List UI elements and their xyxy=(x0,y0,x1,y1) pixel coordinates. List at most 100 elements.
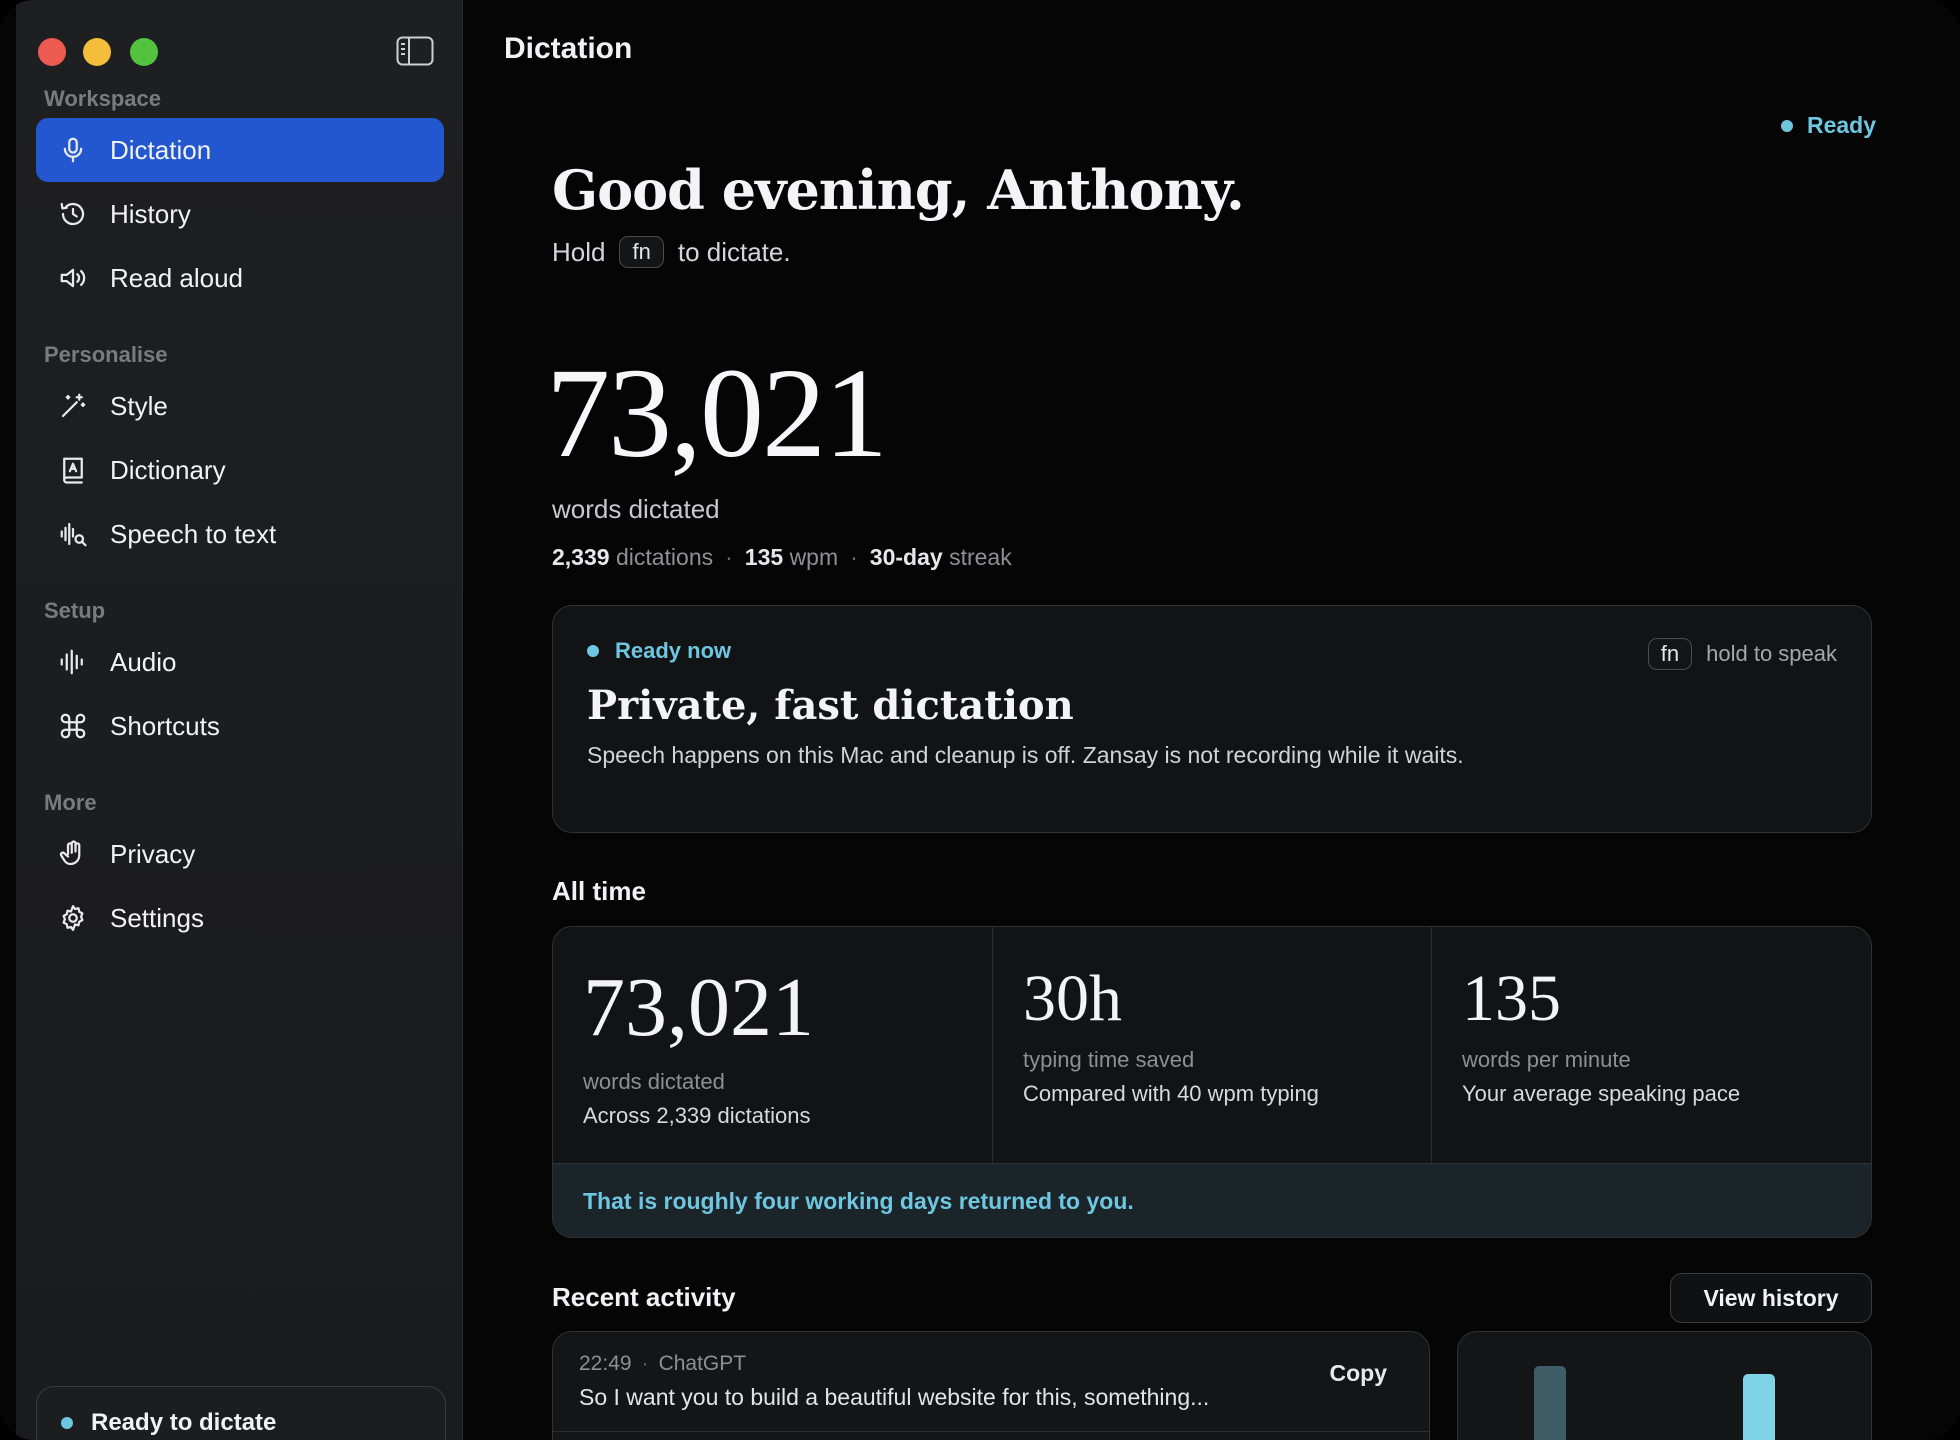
activity-list: 22:49 · ChatGPT So I want you to build a b… xyxy=(552,1331,1430,1440)
stat-value: 73,021 xyxy=(583,961,814,1054)
sidebar-item-history[interactable]: History xyxy=(36,182,444,246)
command-icon xyxy=(56,709,90,743)
close-window-button[interactable] xyxy=(38,38,66,66)
sidebar-item-label: Speech to text xyxy=(110,518,277,549)
speaker-icon xyxy=(56,261,90,295)
dictionary-icon xyxy=(56,453,90,487)
sidebar-item-privacy[interactable]: Privacy xyxy=(36,822,444,886)
wpm-value: 135 xyxy=(744,544,784,570)
sidebar-item-label: Dictation xyxy=(110,134,212,165)
hold-to-speak-hint: fn hold to speak xyxy=(1647,638,1837,670)
ready-card-title: Private, fast dictation xyxy=(587,682,1074,729)
stat-label: words dictated xyxy=(583,1069,725,1094)
section-label-personalise: Personalise xyxy=(44,342,168,367)
chart-bar xyxy=(1743,1374,1775,1440)
main-content: Dictation Ready Good evening, Anthony. H… xyxy=(464,0,1960,1440)
activity-chart xyxy=(1534,1366,1775,1440)
magic-wand-icon xyxy=(56,389,90,423)
stat-label: typing time saved xyxy=(1023,1047,1195,1072)
stat-time-saved: 30h typing time saved Compared with 40 w… xyxy=(992,927,1431,1163)
hold-suffix: to dictate. xyxy=(677,236,791,267)
status-dot xyxy=(61,1417,73,1429)
wpm-label: wpm xyxy=(789,544,839,570)
stats-footer: That is roughly four working days return… xyxy=(553,1163,1871,1237)
activity-meta: 22:49 · ChatGPT xyxy=(579,1352,747,1375)
status-text: Ready xyxy=(1806,112,1876,138)
sidebar-item-label: Shortcuts xyxy=(110,710,220,741)
stat-wpm: 135 words per minute Your average speaki… xyxy=(1431,927,1871,1163)
ready-now-text: Ready now xyxy=(615,638,732,663)
sidebar-item-dictation[interactable]: Dictation xyxy=(36,118,444,182)
waveform-icon xyxy=(56,645,90,679)
ready-card-description: Speech happens on this Mac and cleanup i… xyxy=(587,742,1464,768)
sidebar-item-label: Settings xyxy=(110,902,204,933)
sidebar-item-settings[interactable]: Settings xyxy=(36,886,444,950)
stat-label: words per minute xyxy=(1462,1047,1631,1072)
stat-value: 135 xyxy=(1462,962,1561,1035)
fn-key: fn xyxy=(1647,638,1693,670)
activity-text: So I want you to build a beautiful websi… xyxy=(579,1384,1210,1410)
sidebar-item-dictionary[interactable]: Dictionary xyxy=(36,438,444,502)
all-time-heading: All time xyxy=(552,876,646,906)
streak-label: streak xyxy=(949,544,1012,570)
stat-subtext: Across 2,339 dictations xyxy=(583,1103,811,1128)
sidebar-item-label: History xyxy=(110,198,191,229)
sidebar-toggle-icon[interactable] xyxy=(396,36,434,66)
sidebar-item-read-aloud[interactable]: Read aloud xyxy=(36,246,444,310)
history-icon xyxy=(56,197,90,231)
ready-now-badge: Ready now xyxy=(587,638,731,664)
hold-instruction: Hold fn to dictate. xyxy=(552,236,791,268)
sidebar-status: Ready to dictate xyxy=(36,1386,446,1440)
total-words-number: 73,021 xyxy=(546,342,888,484)
stat-subtext: Compared with 40 wpm typing xyxy=(1023,1081,1319,1106)
dictations-label: dictations xyxy=(615,544,714,570)
zoom-window-button[interactable] xyxy=(130,38,158,66)
hint-text: hold to speak xyxy=(1706,641,1837,666)
summary-stats: 2,339 dictations · 135 wpm · 30-day streak xyxy=(552,544,1012,570)
streak-value: 30-day xyxy=(869,544,943,570)
sidebar-item-audio[interactable]: Audio xyxy=(36,630,444,694)
all-time-stats-card: 73,021 words dictated Across 2,339 dicta… xyxy=(552,926,1872,1238)
activity-chart-card xyxy=(1457,1331,1872,1440)
ready-card: Ready now Private, fast dictation Speech… xyxy=(552,605,1872,833)
microphone-icon xyxy=(56,133,90,167)
sidebar-item-label: Audio xyxy=(110,646,177,677)
page-title: Dictation xyxy=(504,32,633,65)
stat-value: 30h xyxy=(1023,962,1122,1035)
chart-bar xyxy=(1534,1366,1566,1440)
section-label-setup: Setup xyxy=(44,598,106,623)
hold-prefix: Hold xyxy=(552,236,606,267)
gear-icon xyxy=(56,901,90,935)
sidebar-item-label: Style xyxy=(110,390,168,421)
sidebar-item-style[interactable]: Style xyxy=(36,374,444,438)
status-badge: Ready xyxy=(1780,112,1876,139)
section-label-workspace: Workspace xyxy=(44,86,161,111)
waveform-search-icon xyxy=(56,517,90,551)
stats-footer-text: That is roughly four working days return… xyxy=(583,1188,1134,1214)
sidebar-item-label: Read aloud xyxy=(110,262,243,293)
sidebar-status-text: Ready to dictate xyxy=(91,1409,277,1436)
sidebar-item-speech-to-text[interactable]: Speech to text xyxy=(36,502,444,566)
dictations-count: 2,339 xyxy=(552,544,610,570)
stat-subtext: Your average speaking pace xyxy=(1462,1081,1741,1106)
total-words-label: words dictated xyxy=(552,494,720,524)
hand-icon xyxy=(56,837,90,871)
activity-app: ChatGPT xyxy=(658,1352,747,1375)
stat-words: 73,021 words dictated Across 2,339 dicta… xyxy=(553,927,991,1163)
status-dot xyxy=(1780,119,1793,132)
sidebar: Workspace Dictation History Read aloud P… xyxy=(16,0,463,1440)
status-dot xyxy=(587,645,599,657)
greeting: Good evening, Anthony. xyxy=(552,158,1245,222)
section-label-more: More xyxy=(44,790,97,815)
recent-activity-heading: Recent activity xyxy=(552,1282,736,1312)
copy-button[interactable]: Copy xyxy=(1329,1360,1388,1386)
sidebar-item-label: Dictionary xyxy=(110,454,226,485)
divider xyxy=(553,1431,1429,1432)
minimize-window-button[interactable] xyxy=(83,38,111,66)
activity-time: 22:49 xyxy=(579,1352,632,1375)
sidebar-item-label: Privacy xyxy=(110,838,196,869)
view-history-button[interactable]: View history xyxy=(1670,1273,1872,1323)
sidebar-item-shortcuts[interactable]: Shortcuts xyxy=(36,694,444,758)
fn-key: fn xyxy=(619,236,664,268)
